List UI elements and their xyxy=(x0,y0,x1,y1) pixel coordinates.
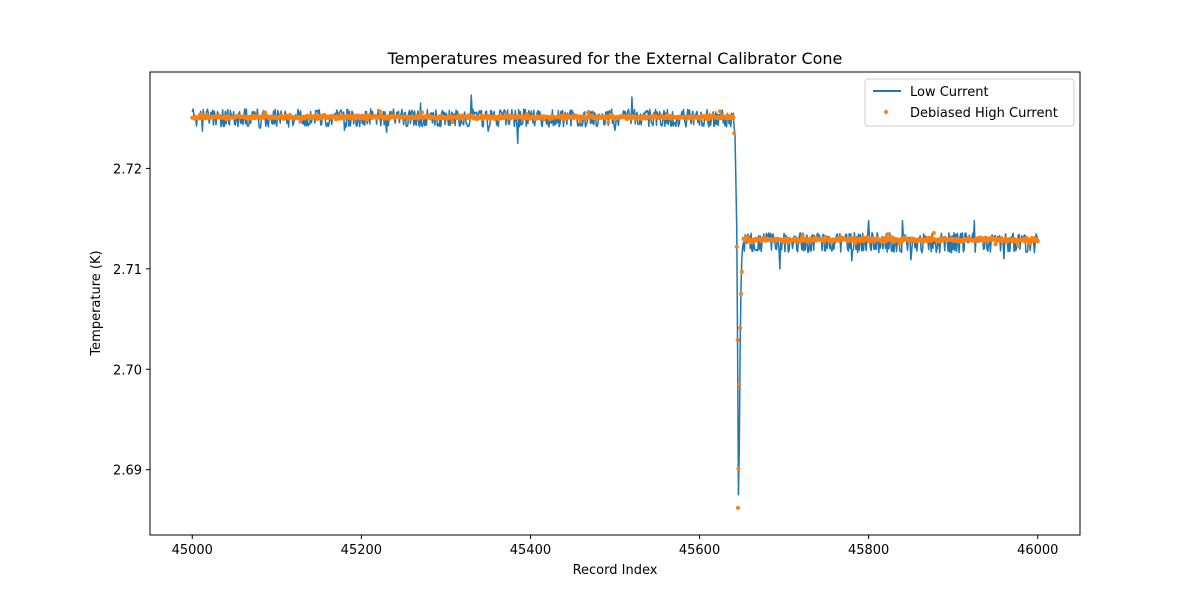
high-current-point xyxy=(606,120,611,125)
high-current-point xyxy=(732,131,737,136)
x-tick-label: 45600 xyxy=(679,543,720,558)
chart-title: Temperatures measured for the External C… xyxy=(387,49,843,68)
high-current-point xyxy=(377,109,382,114)
high-current-point xyxy=(800,232,805,237)
high-current-point xyxy=(731,115,736,120)
x-tick-label: 45800 xyxy=(848,543,889,558)
y-tick-label: 2.69 xyxy=(113,464,142,479)
legend-label-low-current: Low Current xyxy=(910,85,989,100)
high-current-point xyxy=(1016,243,1021,248)
high-current-point xyxy=(736,466,741,471)
x-tick-label: 45000 xyxy=(172,543,213,558)
high-current-point xyxy=(735,338,740,343)
high-current-point xyxy=(931,231,936,236)
high-current-point xyxy=(799,235,804,240)
y-tick-label: 2.71 xyxy=(113,263,142,278)
low-current-line xyxy=(191,94,1039,496)
high-current-point xyxy=(853,241,858,246)
high-current-point xyxy=(450,120,455,125)
high-current-point xyxy=(420,110,425,115)
high-current-point xyxy=(1035,239,1040,244)
high-current-point xyxy=(578,119,583,124)
y-axis-ticks: 2.69 2.70 2.71 2.72 xyxy=(113,162,150,479)
x-tick-label: 46000 xyxy=(1017,543,1058,558)
series-low-current xyxy=(191,94,1039,496)
x-axis-label: Record Index xyxy=(573,563,658,578)
high-current-point xyxy=(736,505,741,510)
y-tick-label: 2.70 xyxy=(113,363,142,378)
x-tick-label: 45400 xyxy=(510,543,551,558)
axes-frame xyxy=(149,71,1081,536)
x-axis-ticks: 45000 45200 45400 45600 45800 46000 xyxy=(172,535,1058,558)
legend-label-high-current: Debiased High Current xyxy=(910,106,1058,121)
legend: Low Current Debiased High Current xyxy=(864,78,1075,127)
plot-area xyxy=(190,94,1040,510)
high-current-point xyxy=(739,269,744,274)
high-current-point xyxy=(737,382,742,387)
y-axis-label: Temperature (K) xyxy=(89,250,104,356)
high-current-point xyxy=(717,109,722,114)
y-tick-label: 2.72 xyxy=(113,162,142,177)
high-current-point xyxy=(886,232,891,237)
x-tick-label: 45200 xyxy=(341,543,382,558)
high-current-point xyxy=(262,110,267,115)
legend-dot-marker xyxy=(884,110,888,114)
high-current-point xyxy=(738,326,743,331)
high-current-point xyxy=(738,291,743,296)
legend-box xyxy=(864,78,1075,127)
high-current-point xyxy=(734,244,739,249)
series-high-current xyxy=(190,109,1040,510)
high-current-point xyxy=(585,110,590,115)
